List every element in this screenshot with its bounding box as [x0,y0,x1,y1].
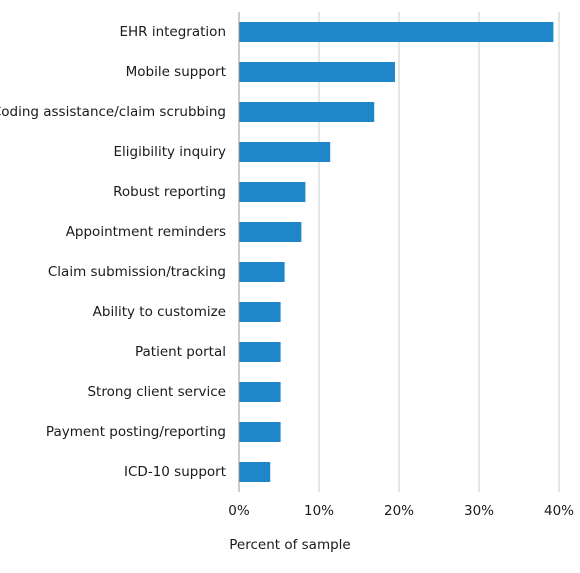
category-label: Payment posting/reporting [46,424,226,440]
bar-6 [239,262,285,282]
bars [239,22,554,482]
x-tick-label: 40% [544,503,574,519]
category-label: Coding assistance/claim scrubbing [0,104,226,120]
category-label: Ability to customize [93,304,226,320]
bar-0 [239,22,554,42]
x-axis-title: Percent of sample [229,537,350,553]
category-labels: EHR integration Mobile support Coding assi… [0,24,226,480]
category-label: Patient portal [135,344,226,360]
bar-1 [239,62,395,82]
category-label: Strong client service [87,384,226,400]
category-label: Mobile support [126,64,226,80]
x-tick-label: 20% [384,503,414,519]
bar-3 [239,142,331,162]
category-label: Claim submission/tracking [48,264,226,280]
bar-5 [239,222,302,242]
x-tick-labels: 0% 10% 20% 30% 40% [228,503,574,519]
bar-2 [239,102,375,122]
bar-10 [239,422,281,442]
bar-9 [239,382,281,402]
category-label: Robust reporting [113,184,226,200]
x-tick-label: 0% [228,503,250,519]
bar-8 [239,342,281,362]
bar-4 [239,182,306,202]
bar-7 [239,302,281,322]
category-label: Eligibility inquiry [114,144,226,160]
bar-11 [239,462,271,482]
gridlines [318,12,560,492]
x-tick-label: 30% [464,503,494,519]
category-label: Appointment reminders [66,224,226,240]
x-tick-label: 10% [304,503,334,519]
category-label: ICD-10 support [124,464,226,480]
category-label: EHR integration [119,24,226,40]
